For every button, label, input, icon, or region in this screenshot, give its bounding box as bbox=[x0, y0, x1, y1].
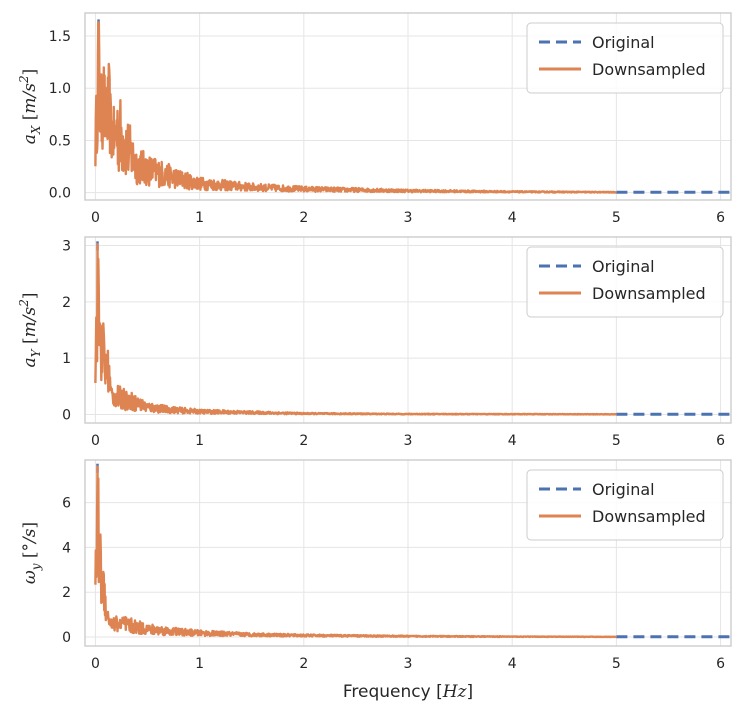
x-tick-label: 6 bbox=[716, 656, 725, 672]
x-tick-label: 4 bbox=[508, 433, 517, 449]
legend-label-original: Original bbox=[592, 257, 655, 276]
legend: Original Downsampled bbox=[526, 246, 724, 318]
x-tick-label: 1 bbox=[195, 433, 204, 449]
y-label-unit: m/s bbox=[20, 83, 40, 114]
series-downsampled-line bbox=[94, 465, 618, 639]
y-label-unit: °/s bbox=[20, 528, 40, 551]
y-tick-label: 1.0 bbox=[49, 81, 71, 97]
x-tick-label: 0 bbox=[91, 656, 100, 672]
y-label-unit-close: ] bbox=[20, 293, 40, 300]
y-label-subscript: y bbox=[29, 563, 43, 571]
legend-label-downsampled: Downsampled bbox=[592, 284, 706, 303]
y-tick-label: 0.5 bbox=[49, 133, 71, 149]
y-label-base: a bbox=[20, 357, 40, 367]
legend-label-downsampled: Downsampled bbox=[592, 60, 706, 79]
axes-frame bbox=[84, 459, 732, 647]
x-tick-label: 1 bbox=[195, 210, 204, 226]
y-label-unit-open: [ bbox=[20, 114, 40, 126]
y-label-superscript: 2 bbox=[17, 299, 31, 308]
y-tick-label: 0 bbox=[62, 408, 71, 424]
y-tick-label: 6 bbox=[62, 496, 71, 512]
x-tick-label: 3 bbox=[404, 210, 413, 226]
y-tick-label: 1.5 bbox=[49, 29, 71, 45]
legend-label-downsampled: Downsampled bbox=[592, 507, 706, 526]
axes-frame bbox=[84, 12, 732, 201]
panel-1: 0.00.51.01.50 1 2 3 4 5 6aX [m/s2]OriginalDown… bbox=[17, 12, 732, 226]
y-label-subscript: X bbox=[29, 125, 43, 135]
y-label-superscript: 2 bbox=[17, 75, 31, 84]
y-tick-label: 2 bbox=[62, 585, 71, 601]
y-label-subscript: Y bbox=[29, 348, 43, 357]
y-tick-label: 3 bbox=[62, 238, 71, 254]
x-label-text: Frequency [ bbox=[343, 682, 443, 702]
y-tick-label: 2 bbox=[62, 295, 71, 311]
x-tick-label: 5 bbox=[612, 210, 621, 226]
y-tick-label: 4 bbox=[62, 540, 71, 556]
series-downsampled-line bbox=[94, 21, 618, 194]
x-tick-label: 0 bbox=[91, 433, 100, 449]
x-tick-label: 2 bbox=[299, 210, 308, 226]
x-tick-label: 3 bbox=[404, 433, 413, 449]
x-label-unit: Hz bbox=[442, 682, 468, 702]
legend: Original Downsampled bbox=[526, 469, 724, 541]
axes-frame bbox=[84, 236, 732, 424]
y-axis-label: aY [m/s2] bbox=[17, 293, 43, 368]
x-tick-label: 6 bbox=[716, 210, 725, 226]
y-label-unit-open: [ bbox=[20, 551, 40, 563]
y-label-unit-close: ] bbox=[20, 522, 40, 529]
x-tick-label: 2 bbox=[299, 656, 308, 672]
x-axis-label: Frequency [Hz] bbox=[343, 682, 473, 702]
legend-label-original: Original bbox=[592, 480, 655, 499]
legend-label-original: Original bbox=[592, 33, 655, 52]
x-tick-label: 1 bbox=[195, 656, 204, 672]
y-label-base: ω bbox=[20, 570, 40, 584]
legend: Original Downsampled bbox=[526, 22, 724, 94]
y-label-unit: m/s bbox=[20, 307, 40, 338]
x-tick-label: 0 bbox=[91, 210, 100, 226]
x-label-close: ] bbox=[467, 682, 474, 702]
y-axis-label: aX [m/s2] bbox=[17, 69, 43, 145]
x-tick-label: 3 bbox=[404, 656, 413, 672]
x-tick-label: 2 bbox=[299, 433, 308, 449]
x-tick-label: 5 bbox=[612, 656, 621, 672]
x-tick-label: 5 bbox=[612, 433, 621, 449]
x-tick-label: 4 bbox=[508, 210, 517, 226]
panel-3: 0 2 4 6 0 1 2 3 4 5 6 ωy [°/s] Original Downsampled bbox=[20, 459, 732, 672]
y-tick-label: 1 bbox=[62, 351, 71, 367]
y-label-unit-open: [ bbox=[20, 337, 40, 349]
y-tick-label: 0.0 bbox=[49, 186, 71, 202]
y-tick-label: 0 bbox=[62, 630, 71, 646]
y-label-unit-close: ] bbox=[20, 69, 40, 76]
y-label-base: a bbox=[20, 134, 40, 144]
x-tick-label: 6 bbox=[716, 433, 725, 449]
y-axis-label: ωy [°/s] bbox=[20, 522, 43, 584]
x-tick-label: 4 bbox=[508, 656, 517, 672]
series-downsampled-line bbox=[94, 243, 618, 416]
